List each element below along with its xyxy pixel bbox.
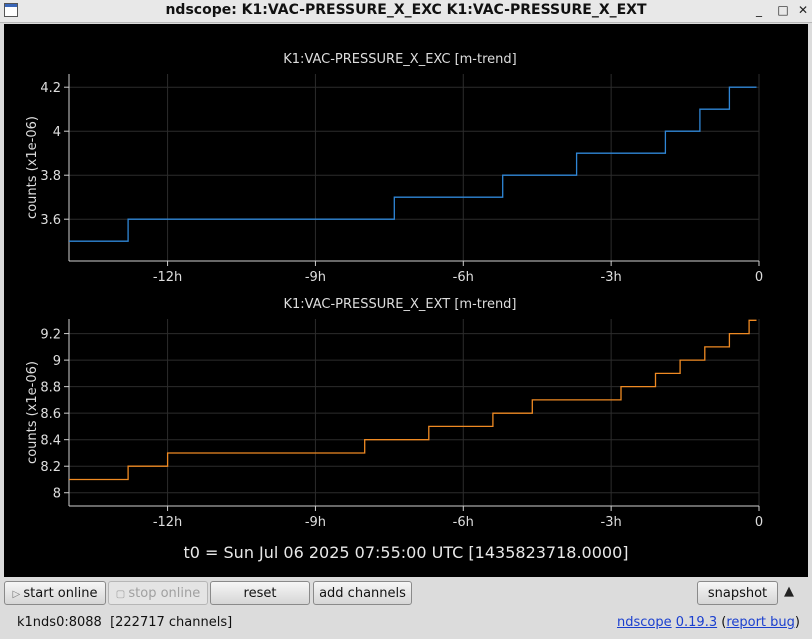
y-axis-label: counts (x1e-06) xyxy=(25,116,40,219)
y-tick-label: 8 xyxy=(53,487,61,502)
y-axis-label: counts (x1e-06) xyxy=(25,361,40,464)
series-line xyxy=(69,319,757,481)
y-tick-label: 8.2 xyxy=(40,460,61,475)
expand-arrow-icon[interactable]: ▲ xyxy=(784,584,794,599)
y-tick-label: 8.8 xyxy=(40,381,61,396)
x-tick-label: -12h xyxy=(153,270,182,285)
x-tick-label: 0 xyxy=(755,515,763,530)
version-link[interactable]: 0.19.3 xyxy=(675,615,718,630)
plot-title: K1:VAC-PRESSURE_X_EXT [m-trend] xyxy=(283,297,516,312)
t0-label: t0 = Sun Jul 06 2025 07:55:00 UTC [14358… xyxy=(183,543,629,562)
close-button[interactable]: ✕ xyxy=(797,3,809,17)
y-tick-label: 9.2 xyxy=(40,328,61,343)
reset-button[interactable]: reset xyxy=(210,581,310,605)
x-tick-label: -6h xyxy=(453,515,474,530)
minimize-button[interactable]: _ xyxy=(756,3,762,17)
x-tick-label: -9h xyxy=(305,515,326,530)
y-tick-label: 3.8 xyxy=(40,169,61,184)
paren-close: ) xyxy=(794,615,800,630)
add-channels-button[interactable]: add channels xyxy=(313,581,412,605)
start-online-label: start online xyxy=(23,586,98,601)
x-tick-label: -6h xyxy=(453,270,474,285)
y-tick-label: 3.6 xyxy=(40,213,61,228)
status-bar: k1nds0:8088 [222717 channels] ndscope 0.… xyxy=(0,608,812,639)
y-tick-label: 8.6 xyxy=(40,407,61,422)
plots-canvas[interactable]: -12h -9h -6h -3h 0 3.6 3.8 4 4.2 K1:VAC-PRESSURE_… xyxy=(4,24,808,577)
version-info: ndscope 0.19.3 (report bug) xyxy=(617,615,800,630)
x-tick-label: 0 xyxy=(755,270,763,285)
x-tick-label: -3h xyxy=(601,270,622,285)
x-tick-label: -9h xyxy=(305,270,326,285)
snapshot-button[interactable]: snapshot xyxy=(697,581,778,605)
x-tick-label: -3h xyxy=(601,515,622,530)
y-tick-label: 8.4 xyxy=(40,434,61,449)
plot-area: -12h -9h -6h -3h 0 3.6 3.8 4 4.2 K1:VAC-PRESSURE_… xyxy=(4,24,808,577)
ndscope-link[interactable]: ndscope xyxy=(616,615,672,630)
paren-open: ( xyxy=(721,615,727,630)
stop-online-button[interactable]: ▢ stop online xyxy=(108,581,208,605)
app-icon xyxy=(4,3,18,17)
stop-online-label: stop online xyxy=(128,586,201,601)
maximize-button[interactable]: □ xyxy=(777,3,789,17)
start-online-button[interactable]: ▷ start online xyxy=(4,581,106,605)
title-bar: ndscope: K1:VAC-PRESSURE_X_EXC K1:VAC-PR… xyxy=(0,0,812,23)
report-bug-link[interactable]: report bug xyxy=(726,615,795,630)
y-tick-label: 4 xyxy=(53,125,61,140)
control-bar: ▷ start online ▢ stop online reset add c… xyxy=(0,578,812,608)
y-tick-label: 4.2 xyxy=(40,81,61,96)
play-icon: ▷ xyxy=(12,589,24,600)
stop-icon: ▢ xyxy=(115,589,129,600)
window-title: ndscope: K1:VAC-PRESSURE_X_EXC K1:VAC-PR… xyxy=(165,2,647,18)
series-line xyxy=(69,86,757,242)
plot-title: K1:VAC-PRESSURE_X_EXC [m-trend] xyxy=(283,52,516,67)
x-tick-label: -12h xyxy=(153,515,182,530)
y-tick-label: 9 xyxy=(53,354,61,369)
server-status: k1nds0:8088 [222717 channels] xyxy=(17,615,233,630)
